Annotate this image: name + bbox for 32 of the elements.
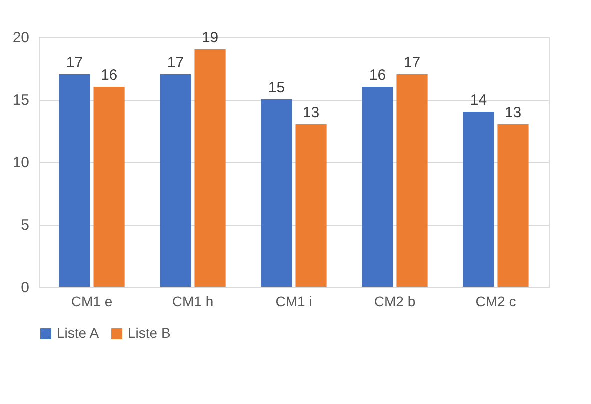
bar xyxy=(94,87,125,287)
data-label: 13 xyxy=(302,104,320,122)
data-label: 15 xyxy=(268,80,286,96)
bar xyxy=(59,74,90,287)
y-tick-label: 10 xyxy=(12,154,30,172)
x-tick-label: CM1 i xyxy=(276,294,312,310)
bar xyxy=(194,50,226,287)
legend-label: Liste B xyxy=(128,325,171,341)
legend-label: Liste A xyxy=(57,325,100,341)
bar xyxy=(296,124,327,287)
data-label: 14 xyxy=(470,92,488,109)
y-tick-label: 15 xyxy=(12,92,30,109)
bar xyxy=(463,112,494,287)
x-tick-label: CM2 b xyxy=(374,294,416,310)
bar xyxy=(498,124,529,287)
data-label: 17 xyxy=(404,54,421,72)
data-label: 16 xyxy=(369,67,386,84)
data-label: 16 xyxy=(100,67,118,84)
data-label: 17 xyxy=(66,54,84,72)
bar xyxy=(396,74,428,287)
data-label: 17 xyxy=(167,54,184,72)
bar xyxy=(362,87,394,287)
y-tick-label: 0 xyxy=(21,280,30,296)
bar xyxy=(261,100,292,287)
data-label: 13 xyxy=(504,104,522,122)
bar xyxy=(160,74,192,287)
y-tick-label: 20 xyxy=(12,30,30,46)
x-tick-label: CM1 e xyxy=(71,294,113,310)
data-label: 19 xyxy=(202,30,219,46)
x-tick-label: CM1 h xyxy=(172,294,214,310)
y-tick-label: 5 xyxy=(21,217,30,234)
x-tick-label: CM2 c xyxy=(476,294,516,310)
